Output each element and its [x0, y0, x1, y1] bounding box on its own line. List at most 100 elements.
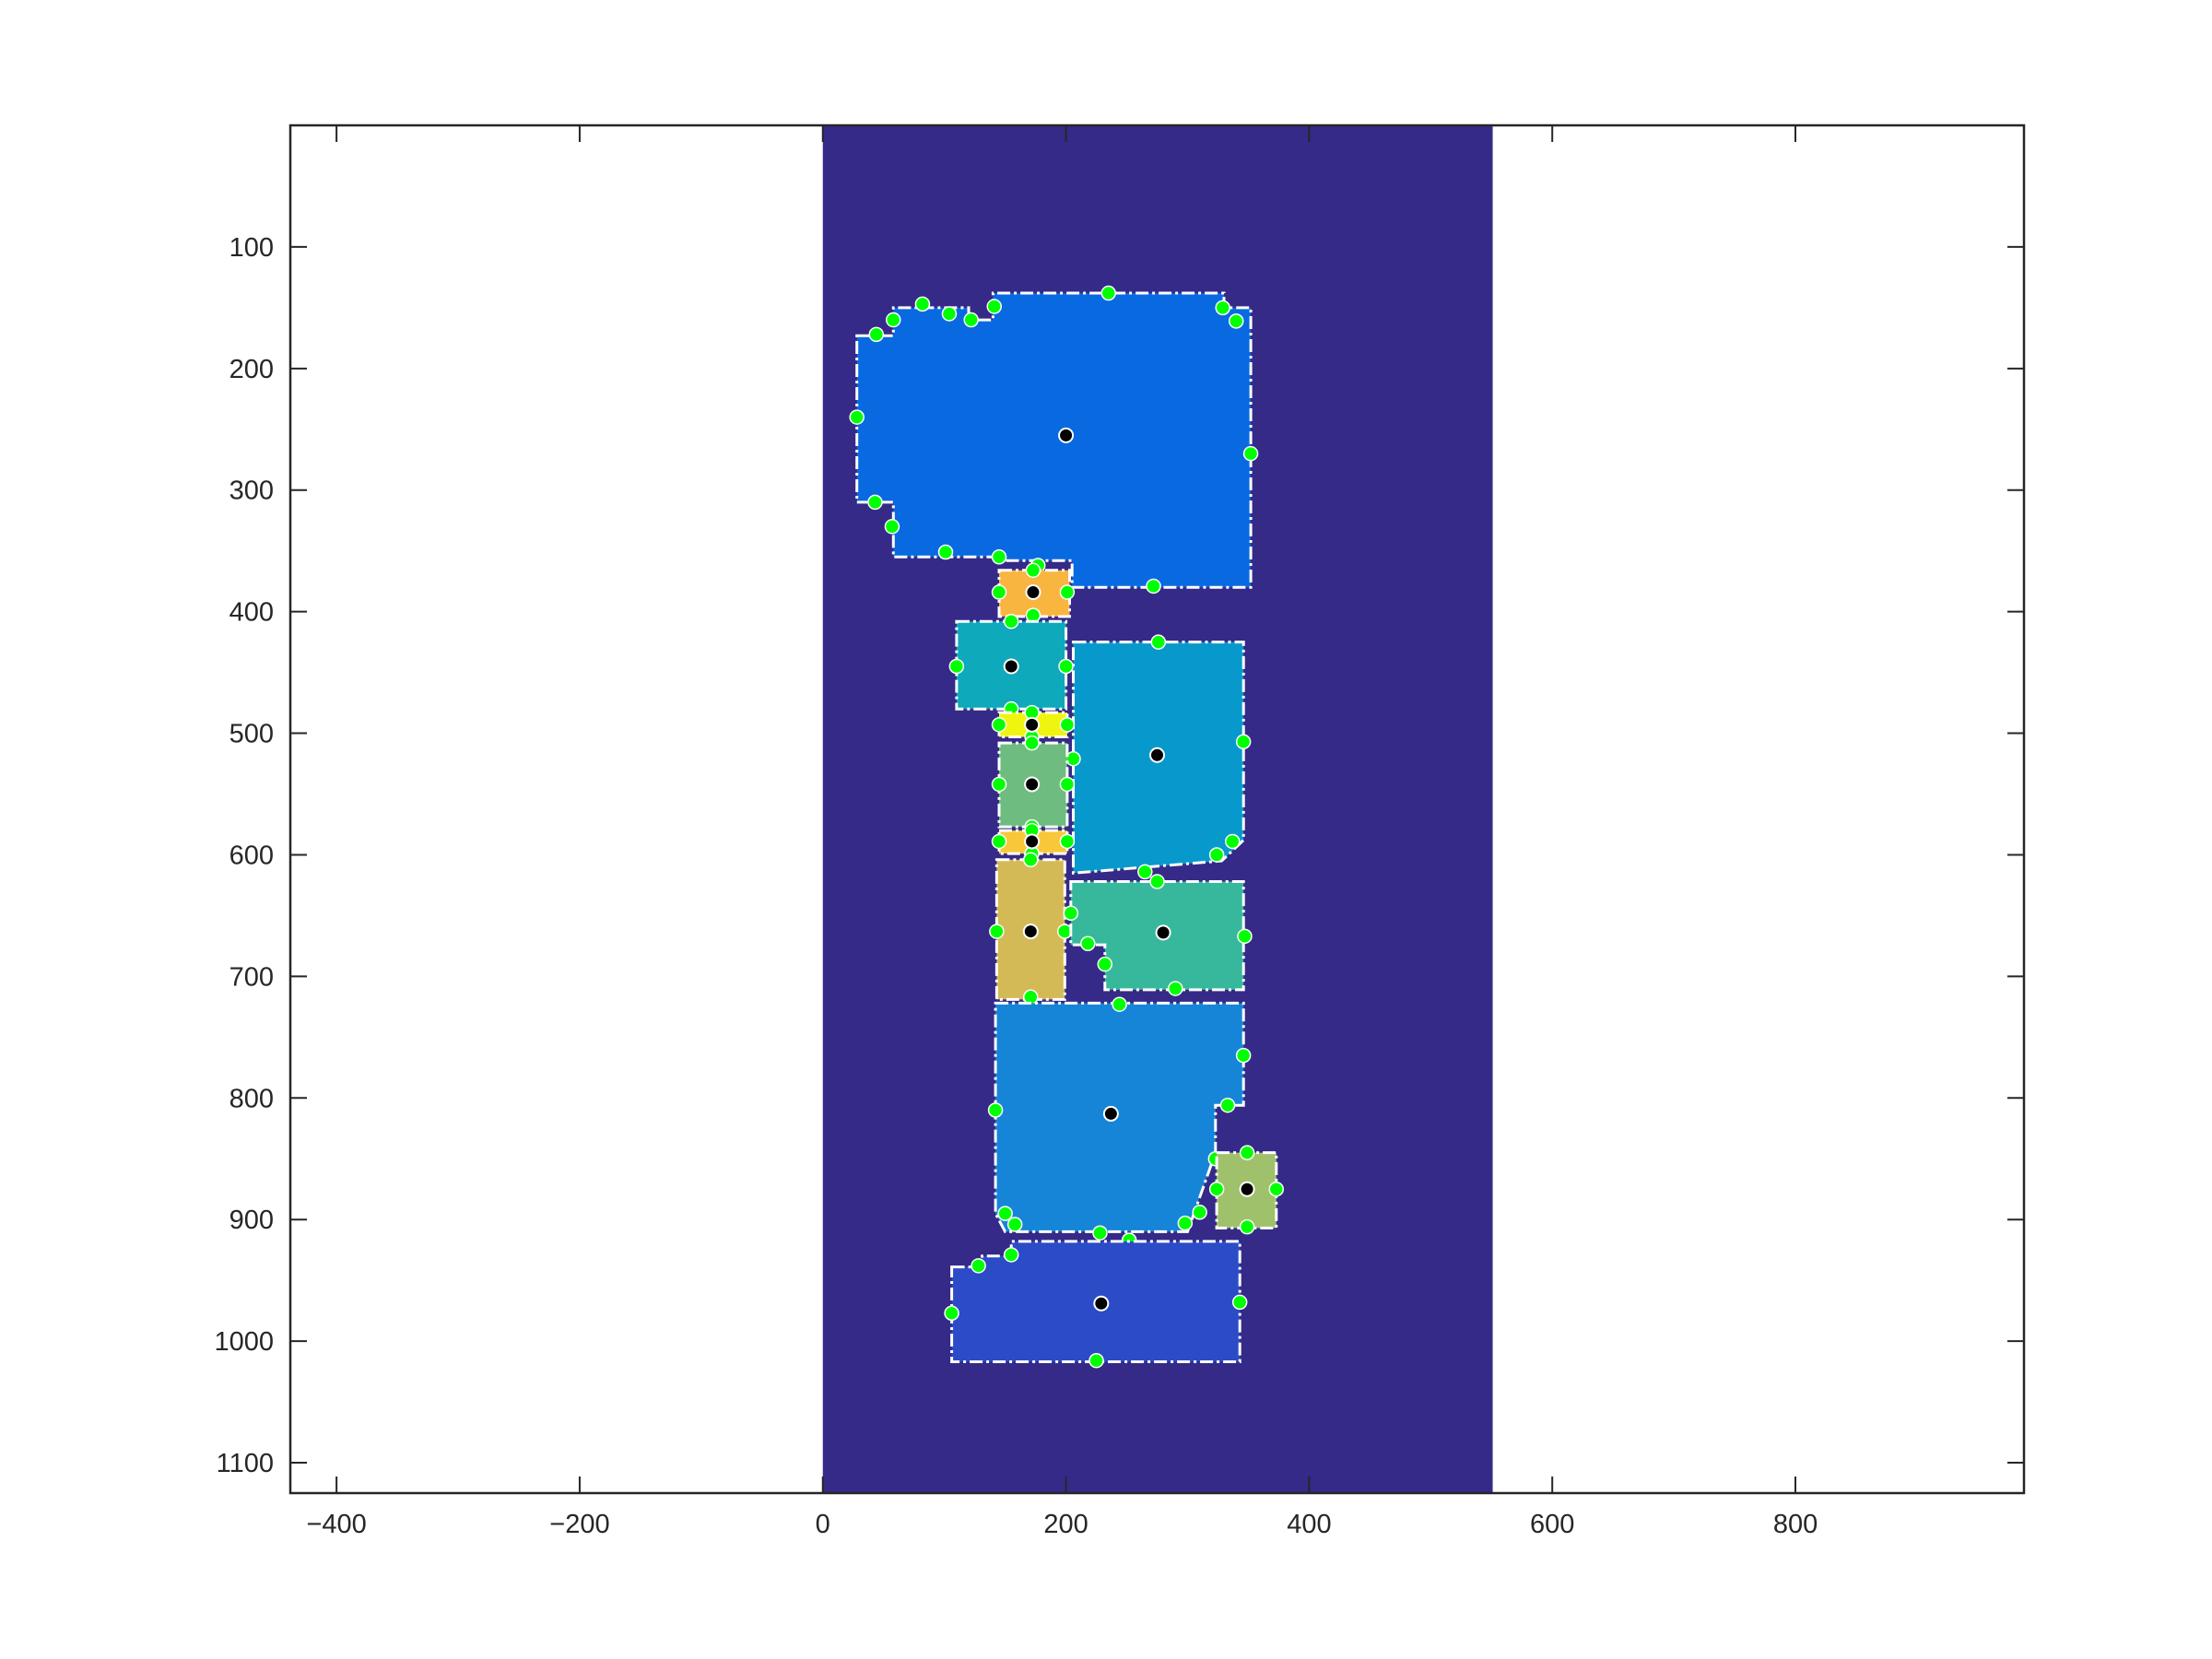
vertex-marker — [1088, 1352, 1104, 1369]
vertex-marker — [1058, 658, 1074, 675]
vertex-marker — [1219, 1097, 1236, 1113]
vertex-marker — [868, 326, 885, 343]
vertex-marker — [1003, 613, 1019, 629]
centroid-marker — [1102, 1105, 1119, 1122]
vertex-marker — [997, 1206, 1013, 1221]
vertex-marker — [986, 299, 1002, 314]
vertex-marker — [1235, 734, 1252, 750]
vertex-marker — [991, 833, 1007, 850]
vertex-marker — [1242, 445, 1259, 462]
vertex-marker — [1177, 1215, 1194, 1231]
region-2 — [991, 562, 1076, 623]
vertex-marker — [1208, 1181, 1225, 1197]
vertex-marker — [1059, 717, 1076, 733]
vertex-marker — [849, 409, 865, 425]
region-8 — [989, 852, 1073, 1006]
centroid-marker — [1155, 924, 1171, 941]
centroid-marker — [1239, 1181, 1255, 1197]
vertex-marker — [963, 312, 979, 328]
y-tick-label: 700 — [229, 962, 274, 992]
vertex-marker — [1097, 956, 1113, 972]
region-7 — [991, 822, 1076, 862]
axes: −400 −200 0 200 400 600 800 100 200 300 400 500 600 7… — [214, 124, 2026, 1539]
x-tick-label: −200 — [549, 1510, 609, 1539]
region-fill — [855, 291, 1253, 589]
vertex-marker — [944, 1305, 959, 1322]
vertex-marker — [1100, 285, 1116, 301]
vertex-marker — [1024, 735, 1040, 751]
plot-area — [822, 125, 1493, 1493]
y-tick-label: 400 — [229, 598, 274, 628]
y-tick-label: 600 — [229, 841, 274, 870]
vertex-marker — [1059, 776, 1076, 793]
region-4 — [1065, 634, 1252, 880]
vertex-marker — [1228, 313, 1244, 329]
region-11 — [1208, 1145, 1285, 1235]
x-tick-label: 600 — [1530, 1510, 1574, 1539]
y-tick-label: 1000 — [214, 1327, 274, 1357]
vertex-marker — [1150, 634, 1167, 650]
vertex-marker — [1006, 1217, 1023, 1232]
vertex-marker — [1192, 1205, 1207, 1220]
region-6 — [991, 735, 1076, 835]
y-tick-label: 200 — [229, 355, 274, 384]
vertex-marker — [991, 776, 1007, 793]
vertex-marker — [1149, 874, 1165, 889]
vertex-marker — [1237, 928, 1253, 945]
vertex-marker — [867, 494, 883, 511]
vertex-marker — [1025, 562, 1041, 579]
vertex-marker — [1168, 981, 1183, 996]
vertex-marker — [1023, 852, 1039, 867]
vertex-marker — [948, 658, 965, 675]
vertex-marker — [1235, 1047, 1252, 1064]
vertex-marker — [914, 296, 931, 312]
vertex-marker — [1239, 1218, 1255, 1235]
centroid-marker — [1022, 924, 1039, 940]
axes-frame — [288, 124, 2026, 1495]
y-tick-label: 800 — [229, 1084, 274, 1113]
vertex-marker — [1146, 578, 1161, 594]
y-tick-label: 100 — [229, 233, 274, 263]
vertex-marker — [1231, 1294, 1248, 1311]
vertex-marker — [991, 549, 1007, 565]
vertex-marker — [1003, 1247, 1019, 1263]
centroid-marker — [1003, 658, 1019, 675]
centroid-marker — [1024, 833, 1041, 850]
centroid-marker — [1058, 427, 1075, 443]
vertex-marker — [1137, 864, 1153, 880]
region-1 — [849, 285, 1259, 594]
vertex-marker — [991, 717, 1007, 733]
vertex-marker — [1059, 584, 1076, 600]
vertex-marker — [987, 1102, 1004, 1118]
vertex-marker — [884, 519, 900, 535]
centroid-marker — [1024, 776, 1041, 793]
x-tick-label: 0 — [816, 1510, 830, 1539]
y-tick-label: 900 — [229, 1206, 274, 1235]
region-12 — [944, 1240, 1248, 1369]
x-tick-label: −400 — [306, 1510, 366, 1539]
vertex-marker — [991, 584, 1007, 600]
centroid-marker — [1024, 716, 1041, 733]
centroid-marker — [1093, 1295, 1110, 1312]
y-tick-label: 300 — [229, 477, 274, 506]
x-tick-label: 400 — [1287, 1510, 1331, 1539]
vertex-marker — [989, 924, 1005, 939]
centroid-marker — [1025, 584, 1041, 601]
vertex-marker — [1063, 905, 1079, 922]
x-tick-label: 200 — [1043, 1510, 1088, 1539]
vertex-marker — [1092, 1225, 1108, 1241]
vertex-marker — [971, 1258, 986, 1274]
region-9 — [1063, 874, 1253, 996]
vertex-marker — [886, 312, 901, 328]
vertex-marker — [1080, 935, 1096, 952]
vertex-marker — [1268, 1181, 1285, 1197]
x-tick-label: 800 — [1773, 1510, 1818, 1539]
vertex-marker — [1059, 833, 1076, 850]
vertex-marker — [1225, 833, 1241, 850]
vertex-marker — [1208, 847, 1225, 863]
vertex-marker — [1239, 1145, 1255, 1160]
region-5 — [991, 704, 1076, 745]
region-3 — [948, 613, 1074, 717]
vertex-marker — [941, 306, 958, 322]
